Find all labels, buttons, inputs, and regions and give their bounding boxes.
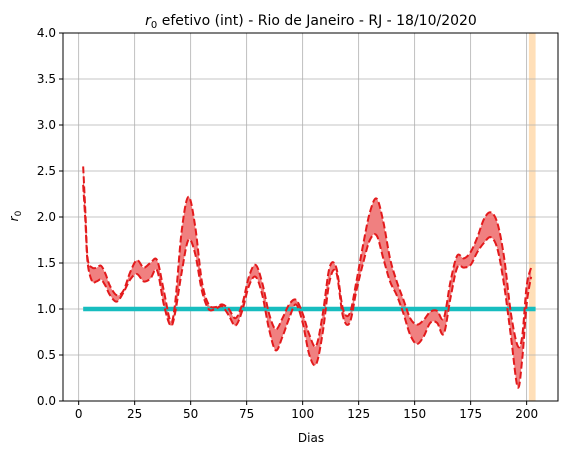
x-tick-label: 175 [459, 407, 482, 421]
title-text: efetivo (int) - Rio de Janeiro - RJ - 18… [157, 13, 477, 29]
confidence-band [83, 166, 532, 388]
y-tick-label: 3.5 [37, 72, 56, 86]
x-tick-label: 0 [75, 407, 83, 421]
y-tick-label: 1.0 [37, 302, 56, 316]
y-tick-label: 2.5 [37, 164, 56, 178]
y-tick-label: 2.0 [37, 210, 56, 224]
x-axis-label: Dias [298, 431, 324, 445]
x-tick-label: 100 [291, 407, 314, 421]
plot-area: 0 25 50 75 100 125 150 175 200 0.0 0.5 1.0 1.5 2.0 2.5… [37, 26, 559, 421]
y-label-symbol: r [7, 215, 21, 221]
title-subscript: 0 [151, 20, 157, 31]
chart-title: r0 efetivo (int) - Rio de Janeiro - RJ -… [145, 13, 477, 31]
y-tick-label: 0.0 [37, 394, 56, 408]
x-tick-label: 150 [403, 407, 426, 421]
x-tick-label: 125 [347, 407, 370, 421]
y-tick-label: 3.0 [37, 118, 56, 132]
lower-bound-line [82, 184, 533, 389]
y-label-subscript: 0 [14, 210, 24, 216]
x-tick-label: 200 [515, 407, 538, 421]
y-tick-label: 4.0 [37, 26, 56, 40]
x-tick-label: 25 [127, 407, 142, 421]
upper-bound-line [82, 166, 533, 349]
y-axis-label: r0 [7, 210, 24, 221]
y-tick-label: 0.5 [37, 348, 56, 362]
x-tick-label: 75 [239, 407, 254, 421]
y-tick-label: 1.5 [37, 256, 56, 270]
x-tick-label: 50 [183, 407, 198, 421]
title-symbol: r [145, 13, 152, 29]
